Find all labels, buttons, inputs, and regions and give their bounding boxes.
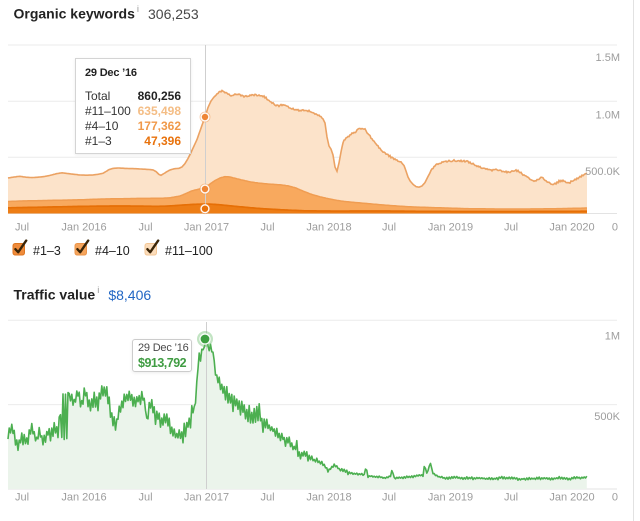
svg-text:Jan 2017: Jan 2017 <box>184 492 229 504</box>
svg-text:1.5M: 1.5M <box>596 52 620 64</box>
svg-text:Jul: Jul <box>382 492 396 504</box>
svg-text:500.0K: 500.0K <box>585 166 621 178</box>
svg-text:0: 0 <box>612 222 618 234</box>
svg-text:Jul: Jul <box>504 222 518 234</box>
svg-text:Jan 2020: Jan 2020 <box>549 492 594 504</box>
svg-text:Jan 2018: Jan 2018 <box>306 492 351 504</box>
svg-text:Jan 2017: Jan 2017 <box>184 222 229 234</box>
svg-text:Jan 2019: Jan 2019 <box>428 492 473 504</box>
svg-text:Jul: Jul <box>138 492 152 504</box>
svg-text:Jul: Jul <box>504 492 518 504</box>
svg-text:Jan 2018: Jan 2018 <box>306 222 351 234</box>
svg-text:Jul: Jul <box>260 222 274 234</box>
svg-text:Jan 2016: Jan 2016 <box>61 492 106 504</box>
svg-text:1M: 1M <box>605 331 620 343</box>
svg-text:Jul: Jul <box>260 492 274 504</box>
svg-text:1.0M: 1.0M <box>596 110 620 122</box>
svg-text:0: 0 <box>612 492 618 504</box>
svg-text:Jan 2020: Jan 2020 <box>549 222 594 234</box>
svg-text:Jul: Jul <box>138 222 152 234</box>
svg-text:500K: 500K <box>594 411 620 423</box>
svg-text:Jul: Jul <box>15 222 29 234</box>
svg-text:Jul: Jul <box>15 492 29 504</box>
svg-text:Jan 2016: Jan 2016 <box>61 222 106 234</box>
svg-text:Jan 2019: Jan 2019 <box>428 222 473 234</box>
svg-text:Jul: Jul <box>382 222 396 234</box>
